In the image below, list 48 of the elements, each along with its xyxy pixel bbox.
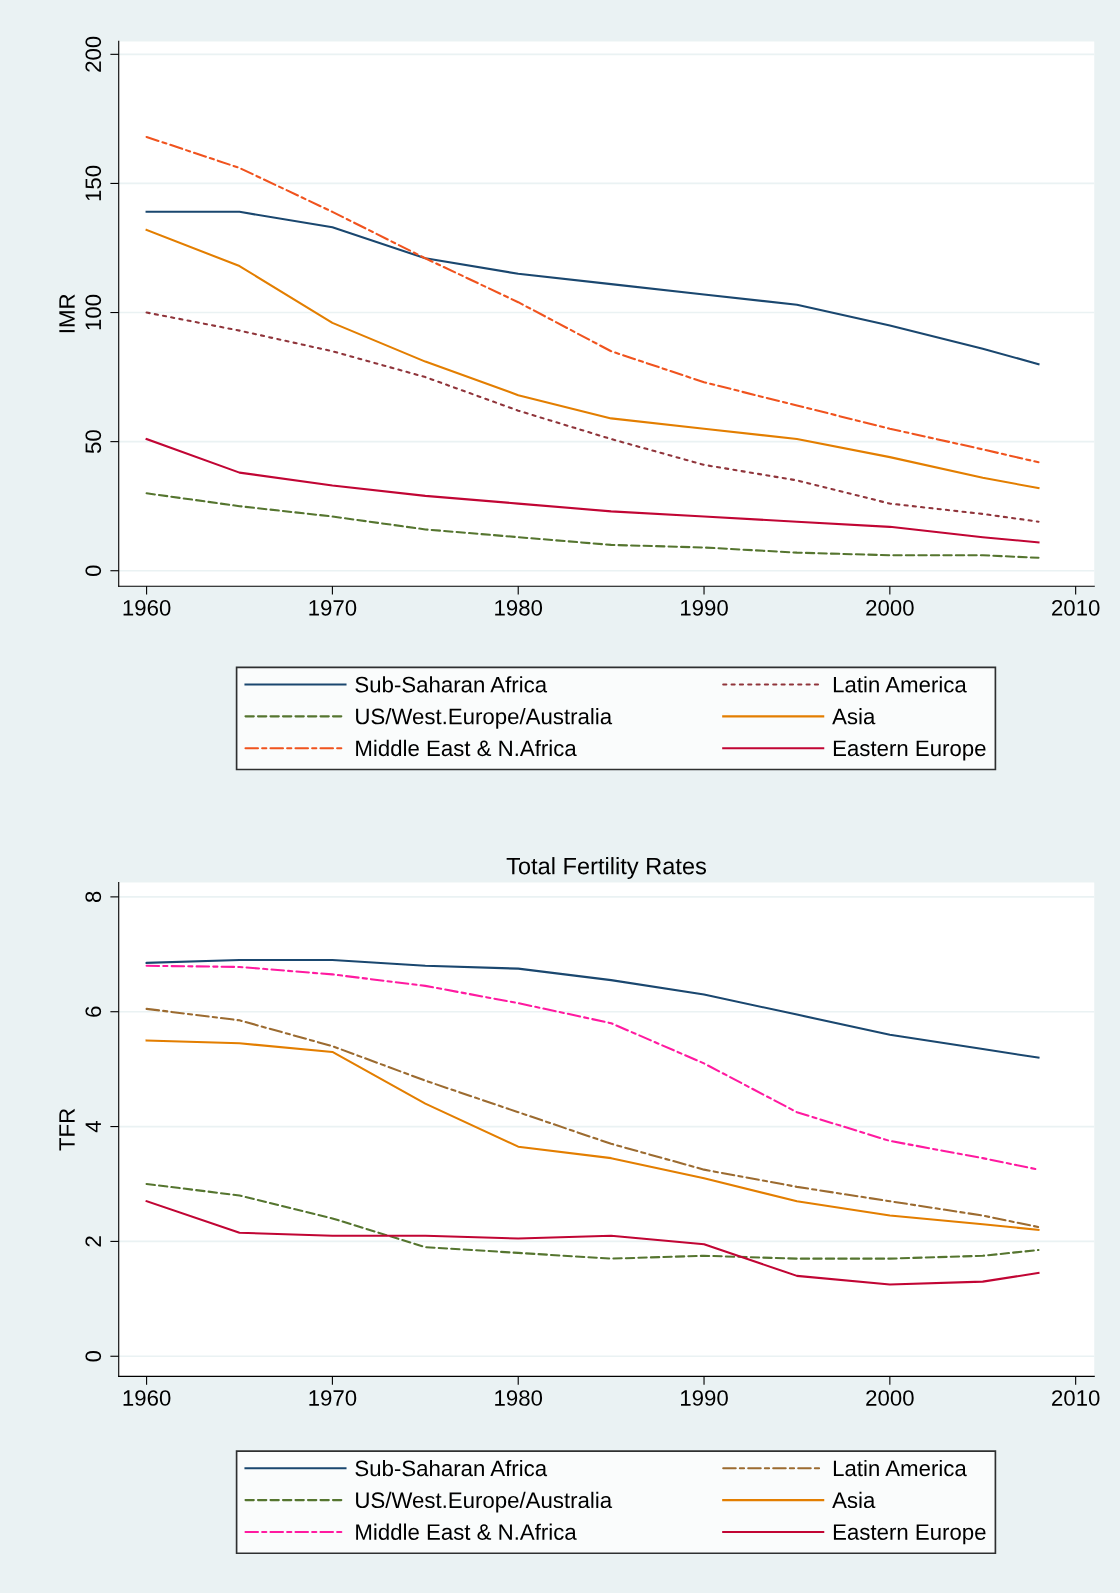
x-tick-label: 1980 [495,1390,543,1406]
legend-label: US/West.Europe/Australia [356,1491,613,1513]
legend-label: Middle East & N.Africa [356,1523,577,1540]
legend-label: US/West.Europe/Australia [356,708,613,729]
legend-label: Asia [832,1491,876,1509]
legend-label: Latin America [833,1459,967,1477]
y-tick-label: 0 [85,1350,102,1362]
legend-label: Eastern Europe [833,740,986,761]
x-tick-label: 1960 [123,600,171,616]
chart-title: Total Fertility Rates [506,857,706,880]
legend-label: Middle East & N.Africa [356,739,577,757]
line-series [145,1200,1040,1286]
y-tick-label: 50 [85,430,102,454]
y-axis-title: TFR [59,1108,75,1151]
line-series [145,438,1040,544]
x-tick-label: 1980 [495,600,543,616]
line-series [145,135,1040,464]
y-tick-label: 6 [85,1006,102,1017]
x-tick-label: 2010 [1052,1390,1100,1406]
line-series [145,1039,1040,1231]
y-tick-label: 150 [85,165,102,201]
x-tick-label: 1970 [309,600,357,616]
legend-label: Sub-Saharan Africa [355,676,548,693]
line-series [145,210,1040,366]
y-tick-label: 2 [85,1236,101,1247]
y-tick-label: 4 [85,1121,101,1133]
line-series [145,1007,1040,1229]
y-tick-label: 0 [85,565,102,577]
x-tick-label: 1970 [309,1390,357,1406]
x-tick-label: 2000 [866,1390,914,1406]
y-tick-label: 8 [85,891,102,903]
legend-label: Asia [832,708,876,725]
legend-label: Eastern Europe [833,1524,986,1545]
line-series [145,959,1040,1059]
line-series [145,228,1040,490]
legend-label: Sub-Saharan Africa [355,1459,548,1477]
legend-label: Latin America [833,676,967,693]
line-series [145,492,1040,559]
x-tick-label: 1990 [681,600,728,616]
x-tick-label: 2010 [1052,600,1100,616]
x-tick-label: 2000 [866,600,914,616]
y-tick-label: 200 [85,36,102,72]
y-tick-label: 100 [85,294,102,330]
y-axis-title: IMR [59,294,75,333]
line-series [145,1182,1040,1260]
x-tick-label: 1960 [123,1390,171,1406]
x-tick-label: 1990 [681,1390,728,1406]
line-series [145,311,1040,523]
